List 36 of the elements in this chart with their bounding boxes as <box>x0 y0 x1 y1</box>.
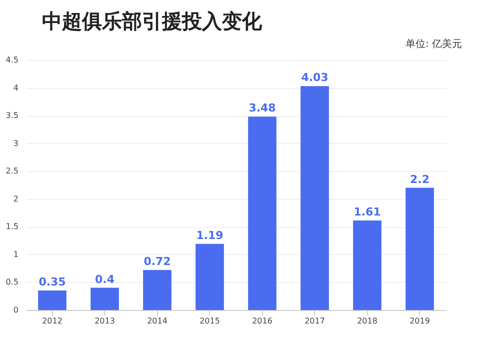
x-tick-label: 2015 <box>200 316 220 326</box>
y-tick-label: 4 <box>13 83 18 92</box>
bar <box>38 290 66 310</box>
data-label: 0.4 <box>95 272 115 286</box>
x-tick-label: 2017 <box>304 316 325 326</box>
y-tick-label: 2.5 <box>6 166 18 176</box>
bar <box>300 86 329 310</box>
y-tick-label: 0 <box>13 306 18 314</box>
bar <box>196 244 224 310</box>
y-tick-label: 2 <box>13 194 18 204</box>
y-tick-label: 0.5 <box>6 278 18 287</box>
bar <box>353 220 382 310</box>
y-tick-label: 1.5 <box>6 222 18 232</box>
x-tick-label: 2018 <box>357 316 378 326</box>
bar <box>143 270 172 310</box>
x-tick-label: 2013 <box>94 316 115 326</box>
bar <box>90 288 119 310</box>
data-label: 0.35 <box>38 276 66 289</box>
bar <box>406 188 434 310</box>
data-label: 0.72 <box>144 255 171 268</box>
y-tick-label: 4.5 <box>6 56 18 64</box>
data-label: 2.2 <box>410 172 430 186</box>
y-tick-label: 1 <box>13 250 18 259</box>
text: 单位: 亿美元 <box>404 38 463 51</box>
y-tick-label: 3.5 <box>6 111 18 120</box>
y-tick-label: 3 <box>13 138 18 148</box>
x-tick-label: 2012 <box>42 316 62 326</box>
data-label: 3.48 <box>248 102 276 115</box>
x-tick-label: 2016 <box>252 316 272 326</box>
data-label: 4.03 <box>301 71 328 84</box>
x-tick-label: 2014 <box>147 316 168 326</box>
bar <box>248 116 276 310</box>
chart-title: 中超俱乐部引援投入变化 <box>41 8 263 35</box>
x-tick-label: 2019 <box>410 316 430 326</box>
data-label: 1.61 <box>354 206 381 219</box>
data-label: 1.19 <box>196 228 224 242</box>
